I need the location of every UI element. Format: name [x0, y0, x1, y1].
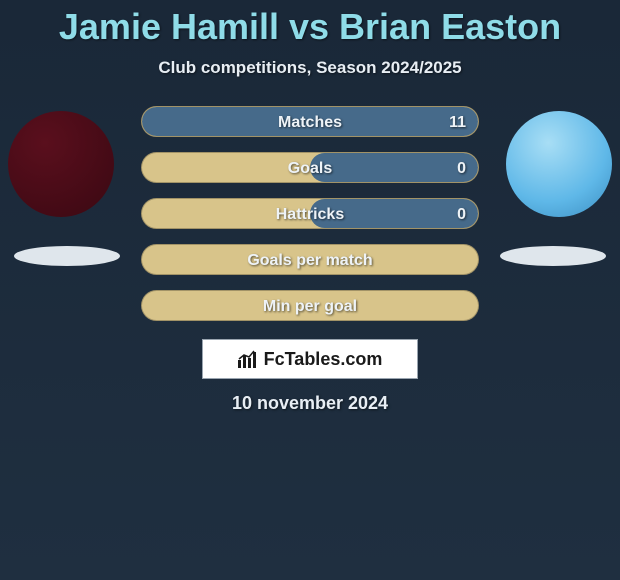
page-title: Jamie Hamill vs Brian Easton [0, 0, 620, 48]
brand-box: FcTables.com [202, 339, 418, 379]
stat-bar-label: Hattricks [142, 199, 478, 229]
stat-bar-goals: Goals 0 [141, 152, 479, 183]
stat-bar-value: 11 [449, 107, 466, 137]
stat-bar-value: 0 [457, 199, 466, 229]
stat-bar-label: Goals per match [142, 245, 478, 275]
avatar-shadow-left [14, 246, 120, 266]
player-right-avatar [506, 111, 612, 217]
stat-bar-matches: Matches 11 [141, 106, 479, 137]
chart-icon [238, 350, 258, 368]
avatar-shadow-right [500, 246, 606, 266]
subtitle: Club competitions, Season 2024/2025 [0, 58, 620, 78]
brand-text: FcTables.com [264, 349, 383, 370]
stat-bars: Matches 11 Goals 0 Hattricks 0 Goals per… [141, 106, 479, 321]
comparison-panel: Matches 11 Goals 0 Hattricks 0 Goals per… [0, 106, 620, 414]
stat-bar-label: Goals [142, 153, 478, 183]
stat-bar-hattricks: Hattricks 0 [141, 198, 479, 229]
date-text: 10 november 2024 [0, 393, 620, 414]
stat-bar-value: 0 [457, 153, 466, 183]
stat-bar-label: Min per goal [142, 291, 478, 321]
stat-bar-label: Matches [142, 107, 478, 137]
stat-bar-goals-per-match: Goals per match [141, 244, 479, 275]
stat-bar-min-per-goal: Min per goal [141, 290, 479, 321]
player-left-avatar [8, 111, 114, 217]
